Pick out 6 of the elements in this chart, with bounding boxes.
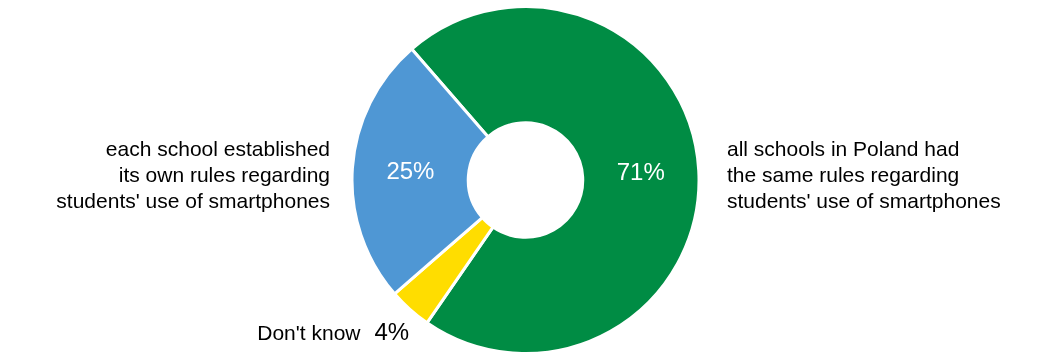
- data-label: 4%: [374, 318, 410, 346]
- slice-label: all schools in Poland had the same rules regarding students' use of smartphones: [727, 136, 1001, 212]
- slice-label: each school established its own rules regarding students' use of smartphones: [56, 136, 330, 212]
- data-label: 25%: [386, 156, 435, 184]
- data-label: 71%: [616, 158, 665, 186]
- slice-label: Don't know: [257, 320, 362, 344]
